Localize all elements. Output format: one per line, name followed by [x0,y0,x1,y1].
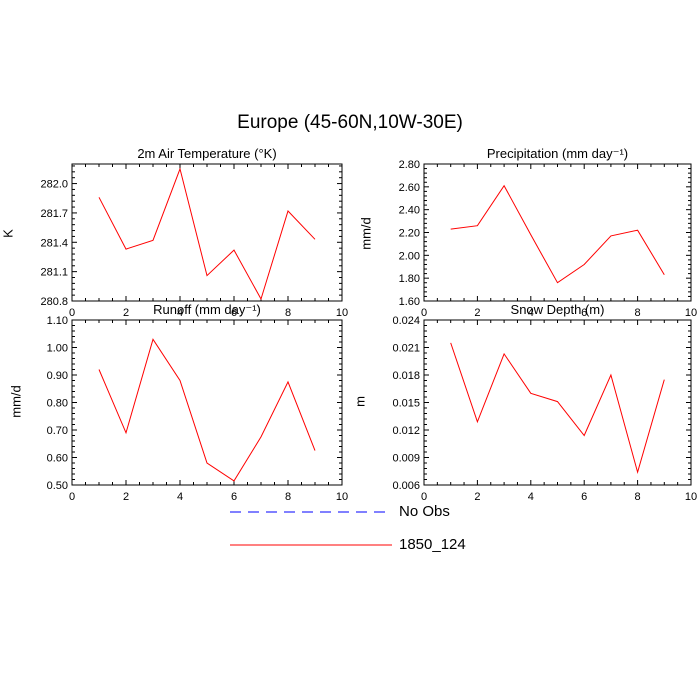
x-tick-label-snow-depth: 8 [635,491,641,503]
y-tick-label-precipitation: 1.60 [399,296,420,308]
y-tick-label-runoff: 0.80 [47,398,68,410]
y-tick-label-temperature: 280.8 [40,296,68,308]
y-tick-label-temperature: 281.4 [40,237,68,249]
y-tick-label-precipitation: 2.20 [399,228,420,240]
y-tick-label-temperature: 282.0 [40,179,68,191]
y-tick-label-precipitation: 2.60 [399,182,420,194]
y-tick-label-temperature: 281.7 [40,208,68,220]
x-tick-label-temperature: 2 [123,307,129,319]
x-tick-label-runoff: 2 [123,491,129,503]
x-tick-label-temperature: 4 [177,307,183,319]
x-tick-label-precipitation: 2 [474,307,480,319]
x-tick-label-precipitation: 0 [421,307,427,319]
y-tick-label-runoff: 0.60 [47,453,68,465]
plot-frame-runoff [71,319,343,486]
y-tick-label-precipitation: 2.80 [399,159,420,171]
x-tick-label-snow-depth: 0 [421,491,427,503]
panel-title-snow-depth: Snow Depth (m) [510,302,605,317]
y-tick-label-precipitation: 1.80 [399,273,420,285]
y-tick-label-runoff: 1.10 [47,315,68,327]
x-tick-label-snow-depth: 4 [528,491,534,503]
series-line-snow-depth [450,342,665,475]
x-tick-label-precipitation: 6 [581,307,587,319]
y-tick-label-snow-depth: 0.009 [392,453,420,465]
panel-title-runoff: Runoff (mm day⁻¹) [153,302,261,317]
x-tick-label-snow-depth: 6 [581,491,587,503]
series-line-runoff [98,338,316,482]
x-tick-label-runoff: 0 [69,491,75,503]
panel-title-precipitation: Precipitation (mm day⁻¹) [486,146,629,161]
plot-frame-temperature [71,163,343,302]
x-tick-label-snow-depth: 2 [474,491,480,503]
x-tick-label-precipitation: 10 [685,307,697,319]
y-tick-label-snow-depth: 0.021 [392,343,420,355]
y-tick-label-temperature: 281.1 [40,267,68,279]
x-tick-label-precipitation: 4 [528,307,534,319]
y-tick-label-precipitation: 2.00 [399,250,420,262]
chart-main-title: Europe (45-60N,10W-30E) [237,112,463,133]
x-tick-label-snow-depth: 10 [685,491,697,503]
series-line-precipitation [450,184,665,284]
plot-frame-snow-depth [423,319,692,486]
y-tick-label-snow-depth: 0.015 [392,398,420,410]
x-tick-label-runoff: 4 [177,491,183,503]
panel-title-temperature: 2m Air Temperature (°K) [137,146,277,161]
y-tick-label-snow-depth: 0.006 [392,480,420,492]
x-tick-label-temperature: 10 [336,307,348,319]
plot-frame-precipitation [423,163,692,302]
x-tick-label-runoff: 6 [231,491,237,503]
x-tick-label-temperature: 6 [231,307,237,319]
series-line-temperature [98,167,316,301]
y-tick-label-snow-depth: 0.018 [392,370,420,382]
y-tick-label-runoff: 0.70 [47,425,68,437]
legend-label-1850-124: 1850_124 [399,536,466,553]
y-tick-label-runoff: 1.00 [47,343,68,355]
y-tick-label-runoff: 0.50 [47,480,68,492]
x-tick-label-precipitation: 8 [635,307,641,319]
x-tick-label-runoff: 8 [285,491,291,503]
x-tick-label-temperature: 0 [69,307,75,319]
y-tick-label-runoff: 0.90 [47,370,68,382]
y-tick-label-precipitation: 2.40 [399,205,420,217]
y-tick-label-snow-depth: 0.012 [392,425,420,437]
x-tick-label-runoff: 10 [336,491,348,503]
y-tick-label-snow-depth: 0.024 [392,315,420,327]
x-tick-label-temperature: 8 [285,307,291,319]
legend-label-no-obs: No Obs [399,503,450,520]
